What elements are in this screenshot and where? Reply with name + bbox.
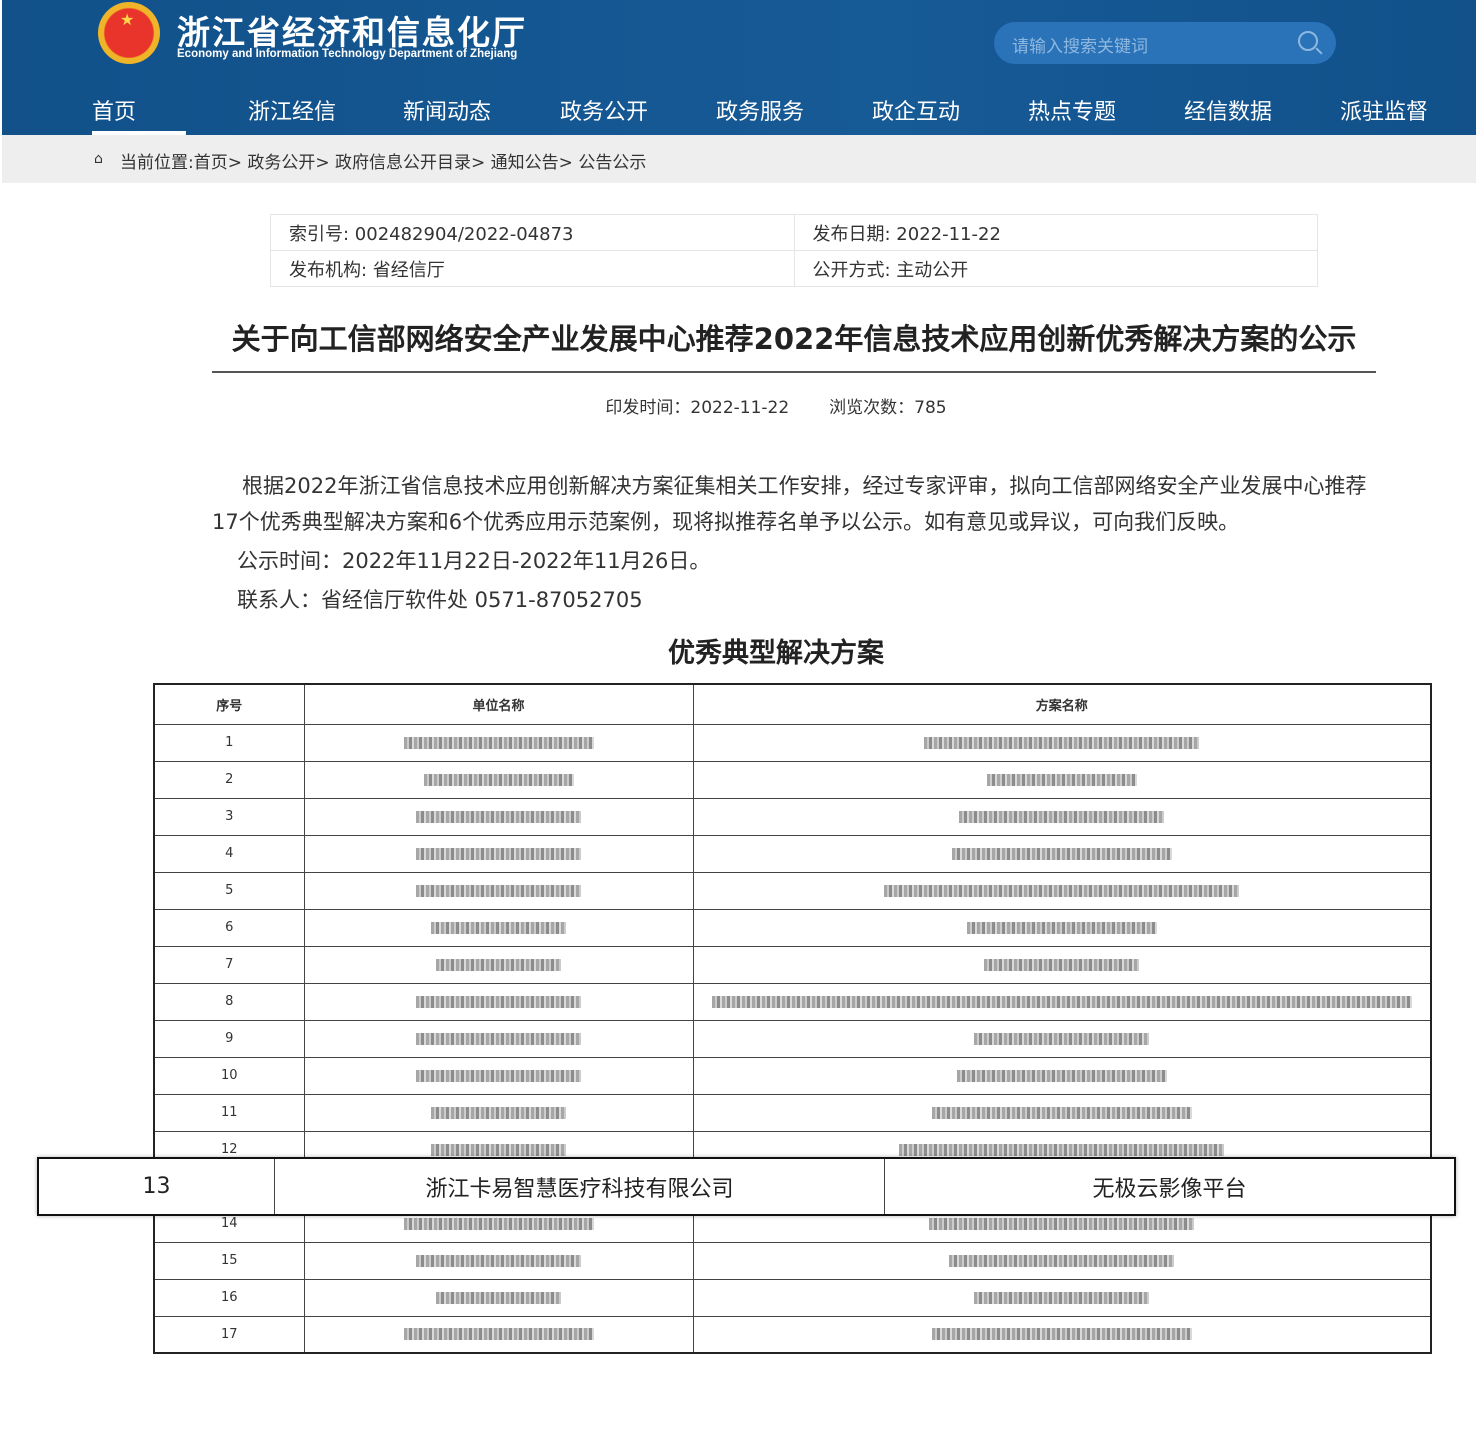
table-row: 6 (153, 908, 1432, 947)
breadcrumb-text[interactable]: 当前位置:首页> 政务公开> 政府信息公开目录> 通知公告> 公告公示 (120, 153, 647, 173)
highlight-company: 浙江卡易智慧医疗科技有限公司 (275, 1159, 885, 1214)
site-subtitle: Economy and Information Technology Depar… (177, 48, 518, 60)
table-row: 17 (153, 1315, 1432, 1354)
row-company-redacted (303, 834, 694, 873)
highlight-solution: 无极云影像平台 (1092, 1176, 1247, 1202)
table-row: 15 (153, 1241, 1432, 1280)
breadcrumb: ⌂ 当前位置:首页> 政务公开> 政府信息公开目录> 通知公告> 公告公示 (2, 135, 1476, 183)
row-solution-redacted (692, 760, 1432, 799)
row-solution-redacted (692, 908, 1432, 947)
row-solution-redacted (692, 1019, 1432, 1058)
nav-data[interactable]: 经信数据 (1184, 100, 1273, 125)
meta-table: 索引号: 002482904/2022-04873 发布日期: 2022-11-2… (270, 214, 1318, 287)
nav-supervision[interactable]: 派驻监督 (1340, 100, 1429, 125)
open-mode: 公开方式: 主动公开 (793, 250, 1318, 287)
nav-zhejiang[interactable]: 浙江经信 (248, 100, 337, 125)
row-no: 4 (153, 834, 305, 873)
article-info: 印发时间：2022-11-22 浏览次数：785 (0, 393, 1476, 418)
table-row: 3 (153, 797, 1432, 836)
row-company-redacted (303, 908, 694, 947)
search-placeholder: 请输入搜索关键词 (1012, 37, 1148, 57)
row-no: 2 (153, 760, 305, 799)
row-solution-redacted (692, 1278, 1432, 1317)
publicity-period: 公示时间：2022年11月22日-2022年11月26日。 (237, 549, 711, 573)
row-company-redacted (303, 871, 694, 910)
article-title: 关于向工信部网络安全产业发展中心推荐2022年信息技术应用创新优秀解决方案的公示 (231, 322, 1357, 356)
row-solution-redacted (692, 723, 1432, 762)
row-company-redacted (303, 982, 694, 1021)
publisher: 发布机构: 省经信厅 (270, 250, 795, 287)
site-header: ★ 浙江省经济和信息化厅 Economy and Information Tec… (2, 0, 1476, 135)
col-solution: 方案名称 (692, 683, 1432, 725)
nav-gov-open[interactable]: 政务公开 (560, 100, 649, 125)
nav-home[interactable]: 首页 (92, 94, 187, 135)
solutions-table: 序号 单位名称 方案名称 1234567891011121314151617 (153, 683, 1432, 1354)
nav-interaction[interactable]: 政企互动 (872, 100, 961, 125)
row-solution-redacted (692, 834, 1432, 873)
row-solution-redacted (692, 1315, 1432, 1354)
search-icon[interactable] (1298, 31, 1318, 51)
row-company-redacted (303, 1241, 694, 1280)
row-no: 11 (153, 1093, 305, 1132)
row-company-redacted (303, 1056, 694, 1095)
row-company-redacted (303, 797, 694, 836)
row-no: 7 (153, 945, 305, 984)
col-no: 序号 (153, 683, 305, 725)
section-title: 优秀典型解决方案 (668, 638, 884, 669)
row-no: 16 (153, 1278, 305, 1317)
row-company-redacted (303, 1019, 694, 1058)
row-solution-redacted (692, 797, 1432, 836)
row-solution-redacted (692, 945, 1432, 984)
row-company-redacted (303, 760, 694, 799)
row-solution-redacted (692, 1056, 1432, 1095)
main-nav: 首页 浙江经信 新闻动态 政务公开 政务服务 政企互动 热点专题 经信数据 派驻… (0, 94, 1476, 135)
row-solution-redacted (692, 1241, 1432, 1280)
index-number: 索引号: 002482904/2022-04873 (270, 214, 795, 251)
row-no: 9 (153, 1019, 305, 1058)
table-row: 11 (153, 1093, 1432, 1132)
row-no: 15 (153, 1241, 305, 1280)
article-paragraph: 根据2022年浙江省信息技术应用创新解决方案征集相关工作安排，经过专家评审，拟向… (212, 474, 1367, 534)
row-no: 10 (153, 1056, 305, 1095)
row-no: 3 (153, 797, 305, 836)
nav-topics[interactable]: 热点专题 (1028, 100, 1117, 125)
table-row: 7 (153, 945, 1432, 984)
table-row: 1 (153, 723, 1432, 762)
publish-date: 发布日期: 2022-11-22 (793, 214, 1318, 251)
nav-news[interactable]: 新闻动态 (403, 100, 492, 125)
row-company-redacted (303, 1093, 694, 1132)
table-row: 16 (153, 1278, 1432, 1317)
col-company: 单位名称 (303, 683, 694, 725)
row-no: 1 (153, 723, 305, 762)
table-row: 8 (153, 982, 1432, 1021)
table-row: 9 (153, 1019, 1432, 1058)
nav-gov-service[interactable]: 政务服务 (716, 100, 805, 125)
divider (212, 371, 1376, 373)
table-row: 10 (153, 1056, 1432, 1095)
row-no: 6 (153, 908, 305, 947)
row-company-redacted (303, 1278, 694, 1317)
table-row: 5 (153, 871, 1432, 910)
national-emblem-logo: ★ (98, 2, 160, 64)
contact: 联系人：省经信厅软件处 0571-87052705 (237, 588, 643, 612)
row-no: 8 (153, 982, 305, 1021)
row-solution-redacted (692, 871, 1432, 910)
row-no: 5 (153, 871, 305, 910)
row-company-redacted (303, 945, 694, 984)
row-company-redacted (303, 1315, 694, 1354)
table-row: 4 (153, 834, 1432, 873)
print-time: 印发时间：2022-11-22 (605, 398, 790, 418)
row-company-redacted (303, 723, 694, 762)
table-row: 2 (153, 760, 1432, 799)
search-input[interactable]: 请输入搜索关键词 (994, 22, 1336, 64)
row-no: 17 (153, 1315, 305, 1354)
highlight-no: 13 (39, 1159, 275, 1214)
view-count: 浏览次数：785 (829, 398, 947, 418)
site-title: 浙江省经济和信息化厅 (177, 13, 527, 52)
row-solution-redacted (692, 1093, 1432, 1132)
row-solution-redacted (692, 982, 1432, 1021)
home-icon: ⌂ (94, 151, 103, 167)
highlighted-row: 13 浙江卡易智慧医疗科技有限公司 无极云影像平台 (37, 1157, 1456, 1216)
